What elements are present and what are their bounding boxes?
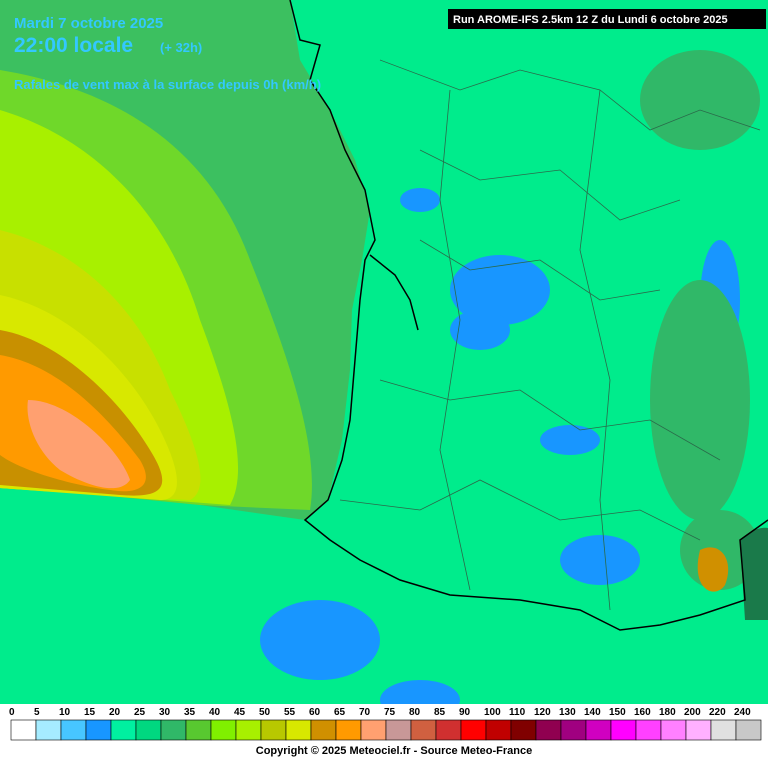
borders (339, 59, 761, 611)
legend-swatch (335, 719, 362, 741)
legend-label: 90 (459, 707, 471, 718)
legend-swatch (110, 719, 137, 741)
run-box (448, 9, 766, 29)
legend-label: 75 (384, 707, 396, 718)
legend-swatch (435, 719, 462, 741)
legend-label: 0 (9, 707, 15, 718)
legend-swatch (360, 719, 387, 741)
legend-label: 160 (634, 707, 651, 718)
relief-patches (640, 50, 760, 590)
legend: 0 5 10 15 20 25 30 35 40 45 50 55 60 65 70 75 80 85 90 100 1… (9, 707, 762, 741)
legend-label: 240 (734, 707, 751, 718)
legend-swatch (410, 719, 437, 741)
legend-swatch (35, 719, 62, 741)
legend-swatch (310, 719, 337, 741)
date: Mardi 7 octobre 2025 (14, 15, 163, 32)
legend-swatch (485, 719, 512, 741)
legend-label: 140 (584, 707, 601, 718)
legend-swatch (585, 719, 612, 741)
legend-swatch (60, 719, 87, 741)
legend-swatch (385, 719, 412, 741)
legend-label: 80 (409, 707, 421, 718)
time-offset: (+ 32h) (160, 40, 202, 55)
legend-swatch (610, 719, 637, 741)
parameter: Rafales de vent max à la surface depuis … (14, 77, 321, 92)
legend-swatch (560, 719, 587, 741)
legend-label: 120 (534, 707, 551, 718)
legend-swatch (260, 719, 287, 741)
legend-swatch (285, 719, 312, 741)
legend-label: 30 (159, 707, 171, 718)
relief-gust (697, 547, 729, 592)
legend-label: 150 (609, 707, 626, 718)
legend-swatch (635, 719, 662, 741)
legend-label: 5 (34, 707, 40, 718)
legend-swatch (685, 719, 712, 741)
legend-label: 110 (509, 707, 526, 718)
legend-swatch (160, 719, 187, 741)
run-info: Run AROME-IFS 2.5km 12 Z du Lundi 6 octo… (453, 14, 728, 26)
legend-label: 130 (559, 707, 576, 718)
copyright: Copyright © 2025 Meteociel.fr - Source M… (256, 745, 532, 757)
time: 22:00 locale (14, 34, 133, 57)
sea-east (740, 527, 768, 620)
legend-label: 220 (709, 707, 726, 718)
coastline (289, 0, 768, 631)
legend-label: 10 (59, 707, 71, 718)
legend-label: 45 (234, 707, 246, 718)
legend-swatch (735, 719, 762, 741)
legend-swatch (210, 719, 237, 741)
legend-swatch (85, 719, 112, 741)
legend-swatch (10, 719, 37, 741)
legend-swatch (235, 719, 262, 741)
legend-label: 20 (109, 707, 121, 718)
legend-swatch (535, 719, 562, 741)
legend-label: 35 (184, 707, 196, 718)
legend-label: 40 (209, 707, 221, 718)
legend-swatch (710, 719, 737, 741)
legend-label: 200 (684, 707, 701, 718)
legend-swatch (460, 719, 487, 741)
legend-label: 100 (484, 707, 501, 718)
legend-label: 25 (134, 707, 146, 718)
legend-label: 15 (84, 707, 96, 718)
legend-label: 55 (284, 707, 296, 718)
legend-label: 65 (334, 707, 346, 718)
gust-zone-70 (27, 400, 131, 489)
legend-label: 70 (359, 707, 371, 718)
legend-swatch (135, 719, 162, 741)
legend-label: 60 (309, 707, 321, 718)
legend-swatch (660, 719, 687, 741)
legend-label: 180 (659, 707, 676, 718)
legend-label: 50 (259, 707, 271, 718)
legend-swatch (510, 719, 537, 741)
legend-swatch (185, 719, 212, 741)
legend-label: 85 (434, 707, 446, 718)
